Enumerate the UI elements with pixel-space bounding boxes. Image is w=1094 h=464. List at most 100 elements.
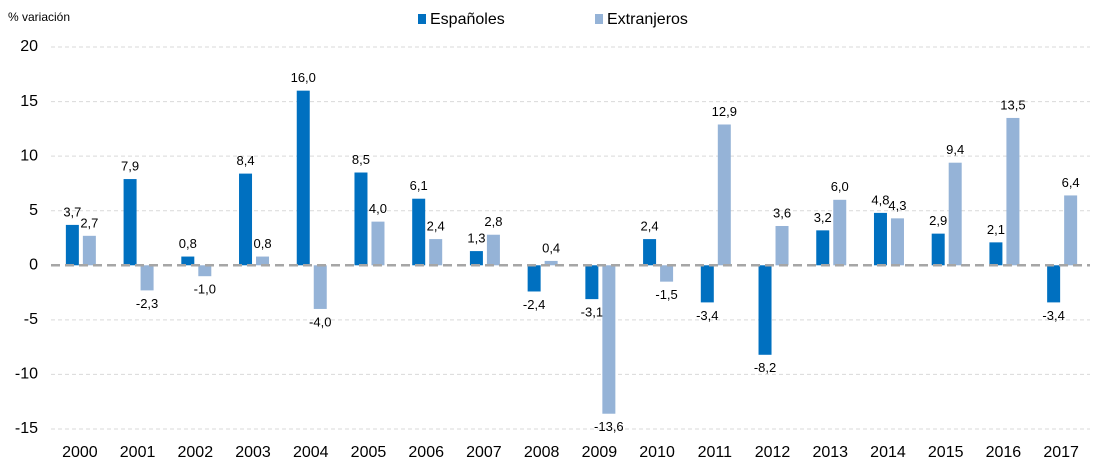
y-tick-label: -10 bbox=[15, 366, 38, 383]
x-tick-label: 2005 bbox=[351, 444, 387, 461]
bar bbox=[890, 218, 904, 266]
y-axis-label: % variación bbox=[8, 10, 70, 24]
y-tick-label: -5 bbox=[24, 311, 38, 328]
bar bbox=[833, 199, 847, 266]
legend-label: Extranjeros bbox=[607, 11, 688, 28]
legend-swatch bbox=[595, 14, 603, 24]
value-label: 3,7 bbox=[63, 204, 81, 219]
bar bbox=[181, 256, 195, 266]
value-label: 13,5 bbox=[1000, 97, 1025, 112]
bar bbox=[527, 265, 541, 292]
value-label: -2,4 bbox=[523, 297, 545, 312]
x-tick-label: 2011 bbox=[698, 444, 733, 461]
x-tick-label: 2014 bbox=[870, 444, 906, 461]
bar bbox=[198, 265, 212, 277]
y-tick-label: 0 bbox=[29, 257, 38, 274]
value-label: 0,8 bbox=[179, 236, 197, 251]
bar bbox=[1006, 117, 1020, 266]
x-tick-label: 2008 bbox=[524, 444, 560, 461]
x-tick-label: 2013 bbox=[812, 444, 848, 461]
value-label: 4,8 bbox=[871, 192, 889, 207]
value-label: 1,3 bbox=[467, 231, 485, 246]
x-tick-label: 2006 bbox=[408, 444, 444, 461]
value-label: 3,6 bbox=[773, 205, 791, 220]
legend-label: Españoles bbox=[430, 11, 505, 28]
x-tick-label: 2003 bbox=[235, 444, 271, 461]
bar bbox=[296, 90, 310, 266]
x-tick-label: 2017 bbox=[1043, 444, 1079, 461]
bar bbox=[758, 265, 772, 355]
y-tick-label: 15 bbox=[20, 93, 38, 110]
y-tick-label: -15 bbox=[15, 420, 38, 437]
value-label: 3,2 bbox=[814, 210, 832, 225]
bar bbox=[371, 221, 385, 266]
bar bbox=[82, 235, 96, 266]
bar bbox=[931, 233, 945, 266]
y-tick-label: 10 bbox=[20, 147, 38, 164]
bar bbox=[256, 256, 270, 266]
bar bbox=[660, 265, 674, 282]
y-tick-label: 20 bbox=[20, 38, 38, 55]
value-label: 2,1 bbox=[987, 222, 1005, 237]
x-tick-label: 2000 bbox=[62, 444, 98, 461]
value-label: -2,3 bbox=[136, 296, 158, 311]
x-tick-label: 2009 bbox=[582, 444, 618, 461]
value-label: 2,4 bbox=[427, 219, 445, 234]
x-tick-label: 2010 bbox=[639, 444, 675, 461]
x-tick-label: 2002 bbox=[178, 444, 214, 461]
value-label: -4,0 bbox=[309, 314, 331, 329]
value-label: 4,3 bbox=[888, 198, 906, 213]
value-label: 6,1 bbox=[410, 178, 428, 193]
bar bbox=[1047, 265, 1061, 303]
bar bbox=[140, 265, 154, 291]
bar bbox=[989, 242, 1003, 266]
value-label: 6,0 bbox=[831, 179, 849, 194]
value-label: 7,9 bbox=[121, 159, 139, 174]
bar bbox=[429, 239, 443, 266]
value-label: -3,4 bbox=[1042, 308, 1064, 323]
bar bbox=[700, 265, 714, 303]
legend-swatch bbox=[418, 14, 426, 24]
value-label: -13,6 bbox=[594, 419, 624, 434]
bar bbox=[354, 172, 368, 266]
value-label: 2,8 bbox=[484, 214, 502, 229]
bar bbox=[1064, 195, 1078, 266]
value-label: -3,4 bbox=[696, 308, 718, 323]
value-label: 8,4 bbox=[236, 153, 254, 168]
value-label: 2,4 bbox=[641, 219, 659, 234]
value-label: 0,8 bbox=[253, 236, 271, 251]
y-tick-label: 5 bbox=[29, 202, 38, 219]
value-label: -1,5 bbox=[655, 287, 677, 302]
value-label: 4,0 bbox=[369, 201, 387, 216]
value-label: -3,1 bbox=[581, 305, 603, 320]
value-label: 0,4 bbox=[542, 240, 560, 255]
bar bbox=[602, 265, 616, 414]
bar bbox=[486, 234, 500, 266]
x-tick-label: 2016 bbox=[986, 444, 1022, 461]
bar bbox=[717, 124, 731, 266]
bar bbox=[544, 260, 558, 266]
value-label: 16,0 bbox=[291, 70, 316, 85]
bar bbox=[873, 212, 887, 266]
bar bbox=[816, 230, 830, 266]
value-label: 9,4 bbox=[946, 142, 964, 157]
value-label: 8,5 bbox=[352, 152, 370, 167]
x-tick-label: 2012 bbox=[755, 444, 791, 461]
value-label: 6,4 bbox=[1062, 175, 1080, 190]
value-label: 2,7 bbox=[80, 215, 98, 230]
x-tick-label: 2004 bbox=[293, 444, 329, 461]
bar bbox=[775, 225, 789, 266]
value-label: 12,9 bbox=[712, 104, 737, 119]
bar bbox=[643, 239, 657, 266]
bar bbox=[412, 198, 426, 266]
x-tick-label: 2015 bbox=[928, 444, 964, 461]
bar bbox=[585, 265, 599, 300]
bar bbox=[123, 179, 137, 266]
bar bbox=[239, 173, 253, 266]
value-label: -1,0 bbox=[194, 282, 216, 297]
value-label: -8,2 bbox=[754, 360, 776, 375]
bar bbox=[313, 265, 327, 309]
value-label: 2,9 bbox=[929, 213, 947, 228]
x-tick-label: 2007 bbox=[466, 444, 502, 461]
